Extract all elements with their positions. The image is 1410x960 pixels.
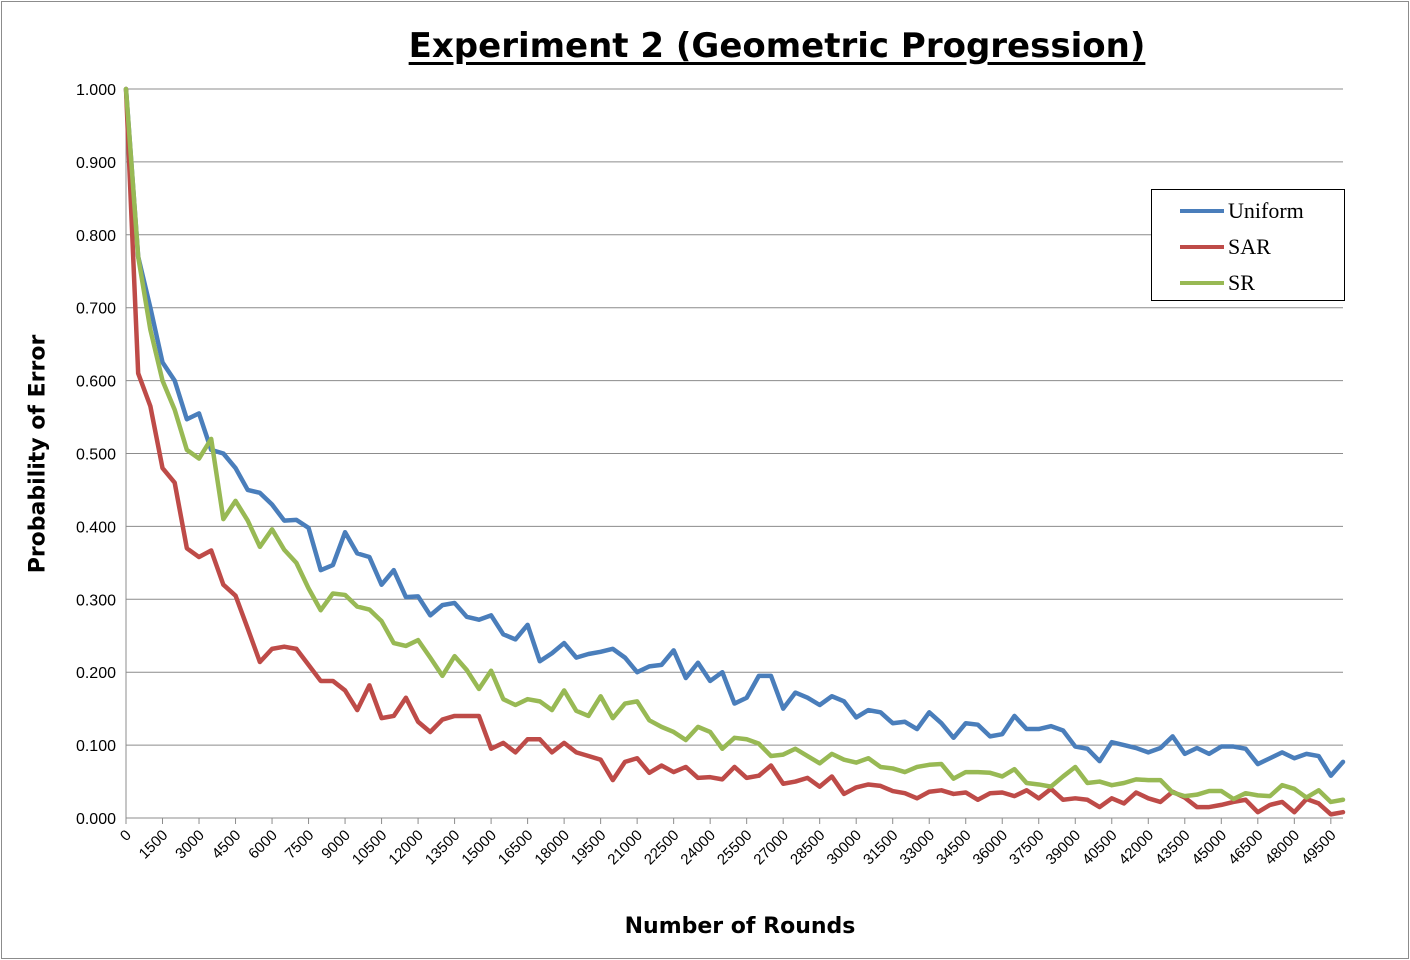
legend-item-sr: SR bbox=[1180, 268, 1255, 298]
legend-label-sr: SR bbox=[1228, 270, 1255, 295]
legend-swatch-sr bbox=[1180, 281, 1224, 285]
y-tick-label: 0.600 bbox=[76, 374, 116, 391]
x-tick-label: 24000 bbox=[677, 827, 719, 869]
x-tick-label: 19500 bbox=[568, 827, 610, 869]
y-tick-label: 0.100 bbox=[76, 738, 116, 755]
x-tick-label: 49500 bbox=[1298, 827, 1340, 869]
grid-lines bbox=[125, 88, 1343, 819]
x-tick-label: 30000 bbox=[824, 827, 866, 869]
legend-item-sar: SAR bbox=[1180, 232, 1271, 262]
y-tick-label: 0.500 bbox=[76, 447, 116, 464]
x-tick-label: 13500 bbox=[422, 827, 464, 869]
legend-swatch-uniform bbox=[1180, 209, 1224, 213]
chart-title: Experiment 2 (Geometric Progression) bbox=[408, 26, 1146, 66]
x-tick-label: 15000 bbox=[458, 827, 500, 869]
x-tick-label: 3000 bbox=[172, 827, 208, 863]
x-tick-label: 46500 bbox=[1225, 827, 1267, 869]
y-tick-label: 1.000 bbox=[76, 82, 116, 99]
x-tick-label: 22500 bbox=[641, 827, 683, 869]
x-tick-label: 6000 bbox=[245, 827, 281, 863]
x-tick-label: 48000 bbox=[1262, 827, 1304, 869]
x-tick-label: 12000 bbox=[385, 827, 427, 869]
y-tick-label: 0.400 bbox=[76, 519, 116, 536]
y-tick-label: 0.300 bbox=[76, 592, 116, 609]
x-tick-label: 36000 bbox=[970, 827, 1012, 869]
legend-label-sar: SAR bbox=[1228, 234, 1271, 259]
x-tick-label: 31500 bbox=[860, 827, 902, 869]
x-tick-label: 7500 bbox=[282, 827, 318, 863]
x-tick-label: 1500 bbox=[136, 827, 172, 863]
x-tick-label: 45000 bbox=[1189, 827, 1231, 869]
legend-item-uniform: Uniform bbox=[1180, 196, 1304, 226]
x-tick-labels: 0 1500 3000 4500 6000 7500 9000105001200013500… bbox=[117, 818, 1340, 868]
x-tick-label: 39000 bbox=[1043, 827, 1085, 869]
x-tick-label: 18000 bbox=[531, 827, 573, 869]
x-tick-label: 28500 bbox=[787, 827, 829, 869]
legend: Uniform SAR SR bbox=[1151, 189, 1345, 301]
x-tick-label: 43500 bbox=[1152, 827, 1194, 869]
legend-label-uniform: Uniform bbox=[1228, 198, 1304, 223]
legend-swatch-sar bbox=[1180, 245, 1224, 249]
x-tick-label: 0 bbox=[117, 827, 135, 845]
x-tick-label: 25500 bbox=[714, 827, 756, 869]
y-tick-label: 0.200 bbox=[76, 665, 116, 682]
series-line-uniform bbox=[123, 86, 1346, 778]
x-tick-label: 27000 bbox=[750, 827, 792, 869]
series-line-sr bbox=[123, 86, 1346, 805]
x-tick-label: 42000 bbox=[1116, 827, 1158, 869]
y-tick-labels: 0.000 0.100 0.200 0.300 0.400 0.500 0.600 0.700… bbox=[76, 82, 116, 828]
x-axis-label: Number of Rounds bbox=[624, 914, 856, 939]
x-tick-label: 37500 bbox=[1006, 827, 1048, 869]
y-axis-label: Probability of Error bbox=[25, 334, 51, 574]
series-line-sar bbox=[123, 86, 1346, 817]
x-tick-label: 16500 bbox=[495, 827, 537, 869]
y-tick-label: 0.700 bbox=[76, 301, 116, 318]
series-lines bbox=[123, 86, 1346, 817]
x-tick-label: 34500 bbox=[933, 827, 975, 869]
x-tick-label: 33000 bbox=[897, 827, 939, 869]
x-tick-label: 21000 bbox=[604, 827, 646, 869]
x-tick-label: 40500 bbox=[1079, 827, 1121, 869]
y-tick-label: 0.000 bbox=[76, 811, 116, 828]
x-tick-label: 4500 bbox=[209, 827, 245, 863]
y-tick-label: 0.900 bbox=[76, 155, 116, 172]
y-tick-label: 0.800 bbox=[76, 228, 116, 245]
x-tick-label: 10500 bbox=[349, 827, 391, 869]
